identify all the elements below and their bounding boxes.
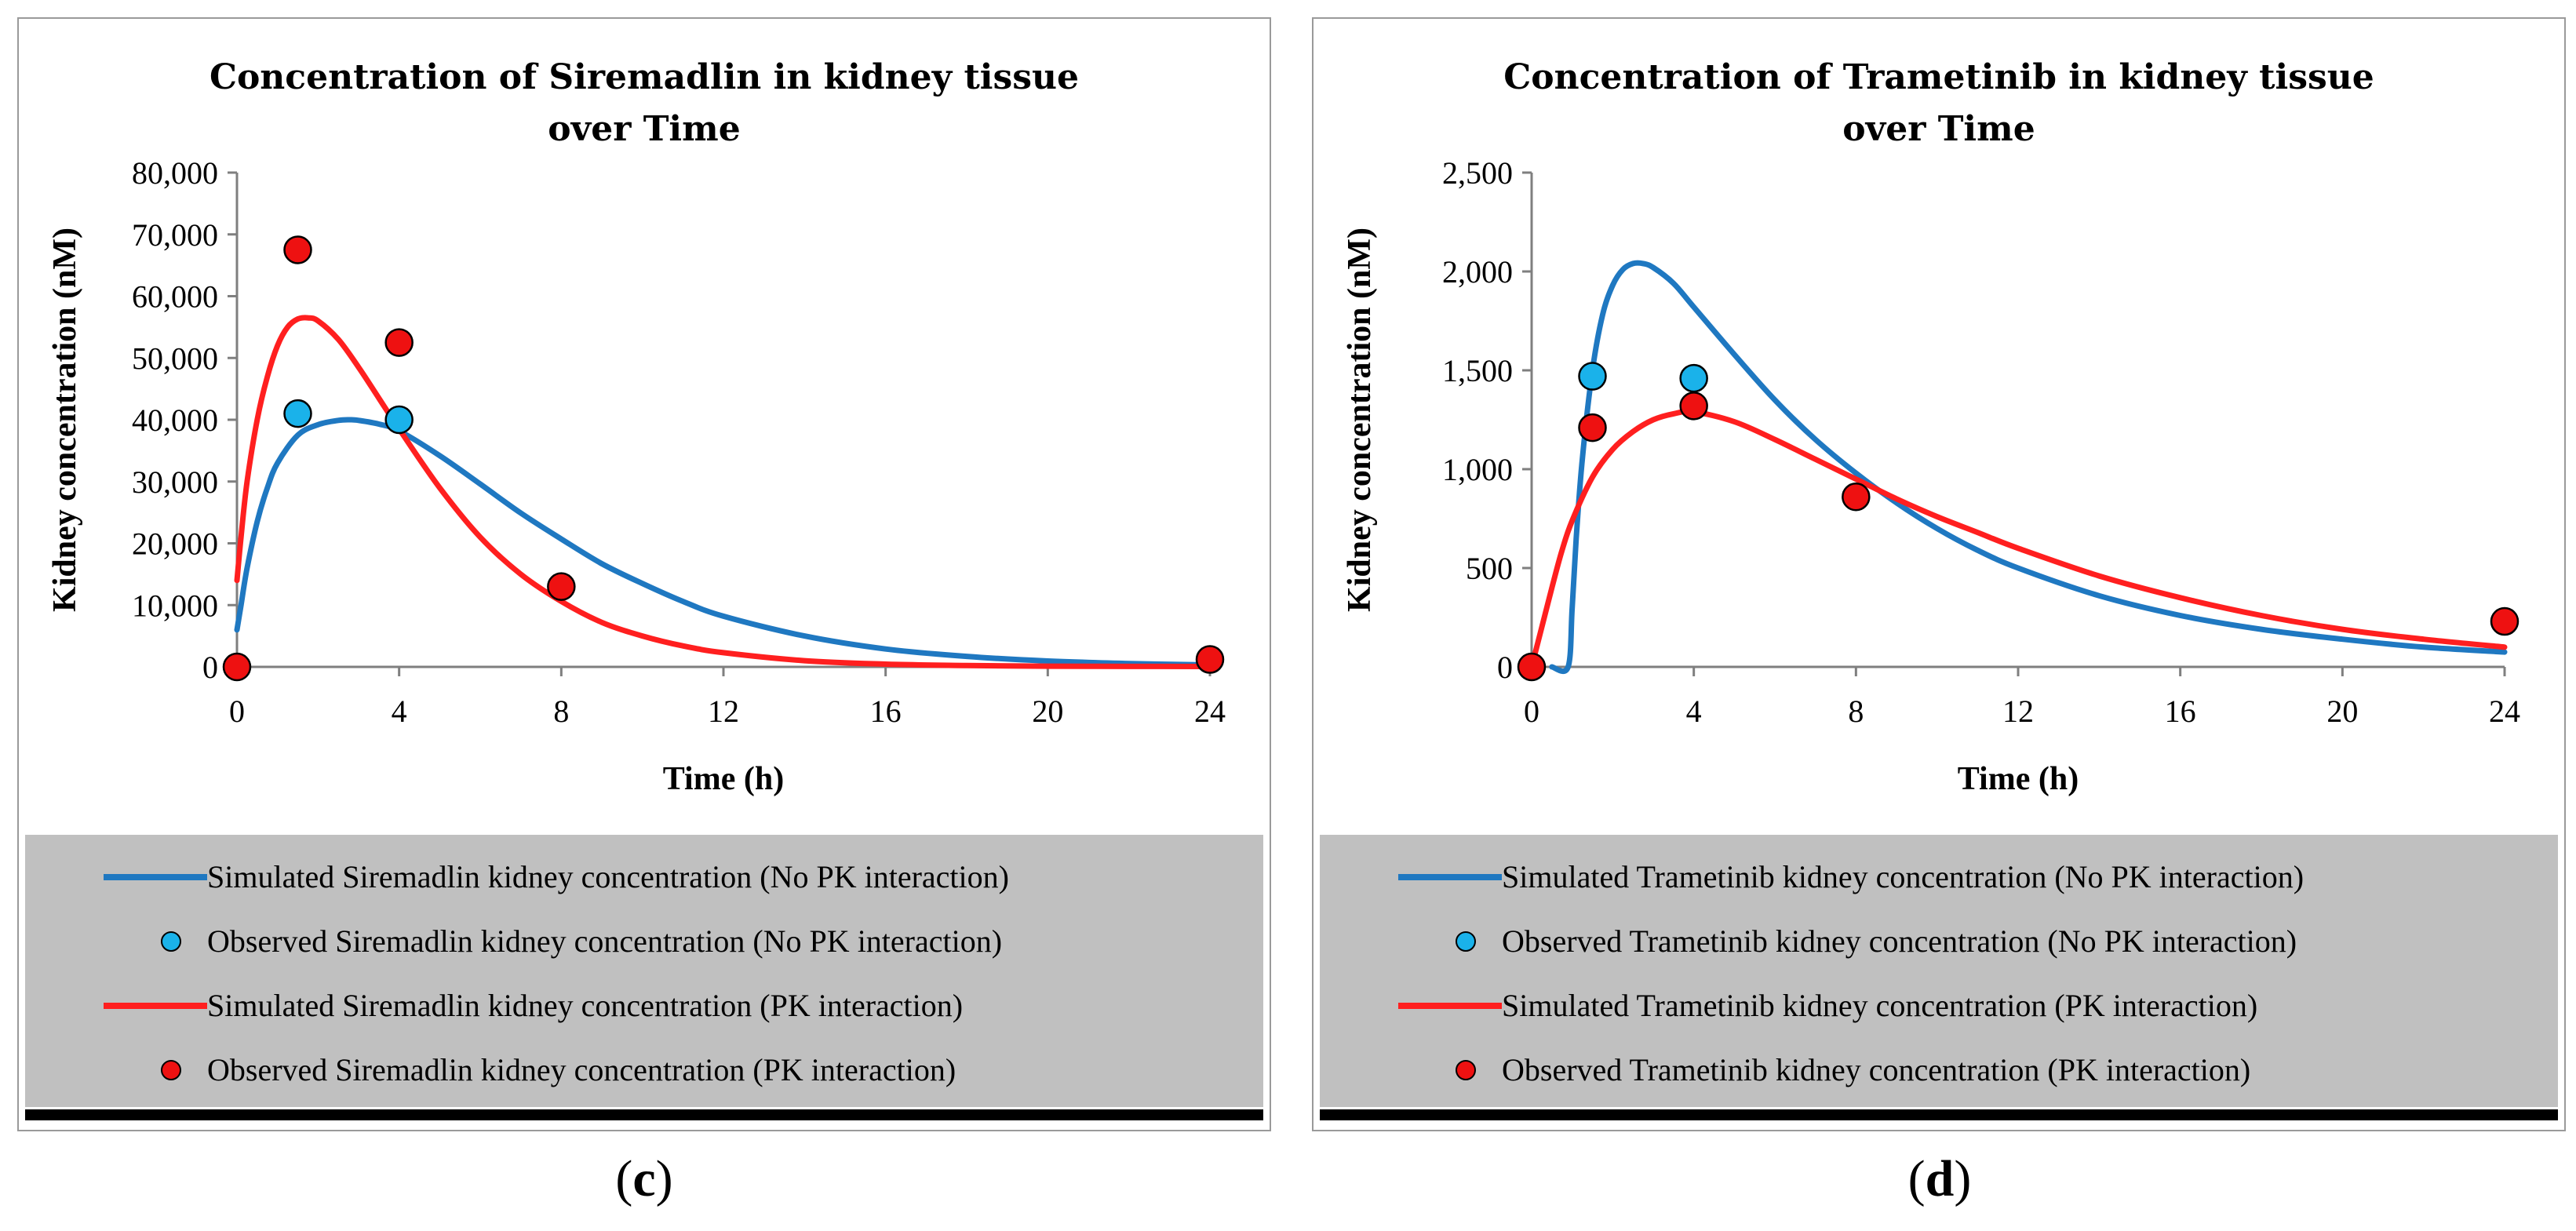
legend-symbol	[1456, 931, 1476, 952]
x-tick-label: 12	[708, 694, 739, 729]
x-axis-label: Time (h)	[1958, 761, 2079, 797]
legend-marker	[161, 1060, 181, 1080]
y-axis-label: Kidney concentration (nM)	[1342, 228, 1378, 612]
y-tick-label: 0	[202, 650, 218, 685]
y-axis-label: Kidney concentration (nM)	[47, 228, 83, 612]
y-tick-label: 2,500	[1442, 155, 1513, 191]
y-tick-label: 80,000	[132, 155, 218, 191]
legend-label: Observed Trametinib kidney concentration…	[1502, 1052, 2251, 1087]
legend-entry: Simulated Trametinib kidney concentratio…	[1320, 974, 2558, 1037]
x-tick-label: 12	[2002, 694, 2034, 729]
legend-label: Observed Siremadlin kidney concentration…	[207, 1052, 956, 1087]
legend-symbol	[161, 1060, 181, 1080]
legend-entry: Simulated Trametinib kidney concentratio…	[1320, 846, 2558, 909]
data-point	[1679, 363, 1708, 393]
legend-marker	[161, 931, 181, 952]
data-point	[547, 572, 576, 601]
bottom-rule	[25, 1109, 1263, 1120]
data-point	[1517, 652, 1547, 682]
data-point	[384, 405, 414, 435]
y-tick-label: 1,000	[1442, 452, 1513, 487]
y-tick-label: 60,000	[132, 279, 218, 315]
legend-label: Observed Trametinib kidney concentration…	[1502, 923, 2297, 959]
y-tick-label: 2,000	[1442, 254, 1513, 290]
x-axis-label: Time (h)	[663, 761, 784, 797]
data-point	[2490, 606, 2520, 636]
data-point	[1842, 483, 1871, 512]
series-line	[1549, 260, 2508, 675]
chart-title-line-2: over Time	[548, 109, 741, 149]
data-point	[222, 652, 252, 682]
chart-title: Concentration of Trametinib in kidney ti…	[1314, 52, 2564, 155]
y-tick-label: 0	[1497, 650, 1513, 685]
legend-entry: Simulated Siremadlin kidney concentratio…	[25, 846, 1263, 909]
legend-symbol	[161, 931, 181, 952]
legend-entry: Observed Siremadlin kidney concentration…	[25, 1039, 1263, 1102]
legend-marker	[1456, 931, 1476, 952]
legend-entry: Observed Trametinib kidney concentration…	[1320, 1039, 2558, 1102]
x-tick-label: 24	[1194, 694, 1226, 729]
legend-label: Simulated Siremadlin kidney concentratio…	[207, 988, 964, 1023]
x-tick-label: 8	[553, 694, 569, 729]
y-tick-label: 70,000	[132, 217, 218, 253]
legend-symbol	[104, 1003, 207, 1009]
series-line	[234, 315, 1213, 669]
panel-letter: d	[1925, 1150, 1955, 1207]
x-tick-label: 4	[1686, 694, 1702, 729]
y-tick-label: 20,000	[132, 526, 218, 562]
y-tick-label: 40,000	[132, 402, 218, 438]
x-tick-label: 4	[392, 694, 407, 729]
data-point	[1679, 392, 1708, 421]
legend-entry: Simulated Siremadlin kidney concentratio…	[25, 974, 1263, 1037]
data-point	[283, 235, 312, 264]
chart-title-line-2: over Time	[1842, 109, 2035, 149]
x-tick-label: 20	[2326, 694, 2358, 729]
panel-c: Concentration of Siremadlin in kidney ti…	[17, 17, 1271, 1131]
y-tick-label: 50,000	[132, 341, 218, 376]
x-tick-label: 20	[1032, 694, 1063, 729]
legend-symbol	[1456, 1060, 1476, 1080]
chart-title: Concentration of Siremadlin in kidney ti…	[19, 52, 1270, 155]
legend-label: Observed Siremadlin kidney concentration…	[207, 923, 1003, 959]
legend-entry: Observed Siremadlin kidney concentration…	[25, 910, 1263, 973]
data-point	[1578, 362, 1607, 391]
legend-label: Simulated Trametinib kidney concentratio…	[1502, 988, 2258, 1023]
data-point	[283, 399, 312, 428]
x-tick-label: 16	[2165, 694, 2196, 729]
y-tick-label: 10,000	[132, 588, 218, 623]
chart-title-line-1: Concentration of Trametinib in kidney ti…	[1503, 57, 2374, 97]
legend-label: Simulated Siremadlin kidney concentratio…	[207, 859, 1009, 894]
legend-marker	[1456, 1060, 1476, 1080]
panel-label-c: (c)	[615, 1150, 673, 1207]
x-tick-label: 0	[1524, 694, 1539, 729]
legend-entry: Observed Trametinib kidney concentration…	[1320, 910, 2558, 973]
legend-symbol	[1398, 1003, 1502, 1009]
y-tick-label: 30,000	[132, 464, 218, 500]
x-tick-label: 8	[1848, 694, 1864, 729]
legend: Simulated Trametinib kidney concentratio…	[1320, 835, 2558, 1107]
series-line	[234, 417, 1213, 668]
data-point	[1578, 413, 1607, 443]
y-tick-label: 1,500	[1442, 353, 1513, 388]
chart-title-line-1: Concentration of Siremadlin in kidney ti…	[209, 57, 1080, 97]
data-point	[384, 328, 414, 357]
legend: Simulated Siremadlin kidney concentratio…	[25, 835, 1263, 1107]
x-tick-label: 0	[229, 694, 245, 729]
panel-label-d: (d)	[1907, 1150, 1972, 1207]
y-tick-label: 500	[1466, 551, 1513, 586]
legend-symbol	[1398, 874, 1502, 880]
plot-area: 0 500 1,000 1,500 2,000 2,500 0 4 8 12 16 20 24 Time …	[1342, 155, 2520, 797]
legend-symbol	[104, 874, 207, 880]
panel-d: Concentration of Trametinib in kidney ti…	[1312, 17, 2566, 1131]
bottom-rule	[1320, 1109, 2558, 1120]
legend-label: Simulated Trametinib kidney concentratio…	[1502, 859, 2305, 894]
x-tick-label: 16	[870, 694, 902, 729]
plot-area: 0 10,000 20,000 30,000 40,000 50,000 60,000 70,…	[47, 155, 1226, 797]
panel-letter: c	[632, 1150, 656, 1207]
x-tick-label: 24	[2489, 694, 2520, 729]
series-line	[1528, 408, 2508, 670]
data-point	[1195, 645, 1225, 674]
